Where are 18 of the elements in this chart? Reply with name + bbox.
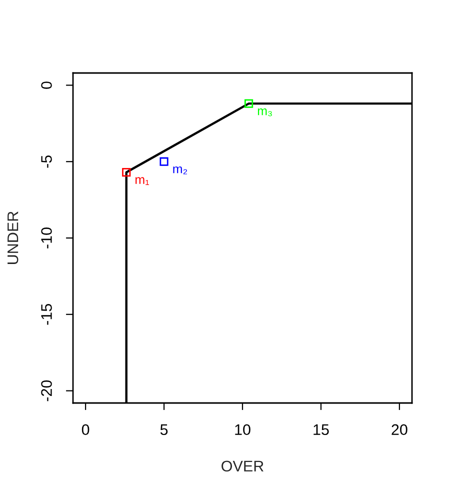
y-tick-label: 0 [41, 82, 52, 89]
x-tick-label: 15 [314, 424, 329, 436]
series-label: m₃ [258, 108, 272, 116]
x-axis-title: OVER [222, 460, 264, 472]
y-tick-label: -15 [41, 304, 52, 325]
series-label: m₂ [173, 166, 188, 174]
y-tick-label: -5 [41, 155, 52, 168]
x-tick-label: 5 [160, 424, 168, 436]
point [122, 168, 131, 177]
x-tick-label: 20 [392, 424, 408, 436]
series-label: m₁ [136, 177, 149, 185]
x-tick-label: 10 [235, 424, 250, 436]
x-tick-label: 0 [82, 424, 90, 436]
y-axis-title: UNDER [8, 212, 18, 264]
point [244, 99, 254, 108]
y-tick-label: -20 [41, 380, 52, 402]
y-tick-label: -10 [41, 228, 52, 248]
point [160, 157, 168, 166]
